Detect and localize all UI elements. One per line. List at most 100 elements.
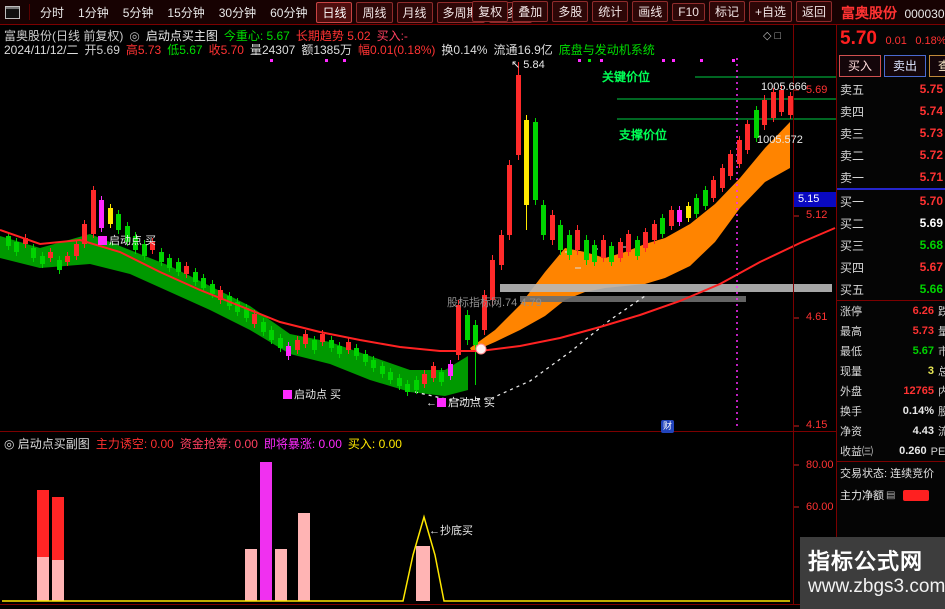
text-span: 低5.67 [167, 43, 203, 57]
main-chart-canvas[interactable] [0, 24, 836, 432]
text-span: 收5.70 [208, 43, 244, 57]
toolbar-period-5[interactable]: 60分钟 [270, 5, 308, 20]
sidebar-divider [837, 300, 945, 301]
buy-button[interactable]: 买入 [839, 55, 882, 77]
high-price-annotation: ↖ 5.84 [511, 59, 545, 71]
orderbook-divider [837, 188, 945, 190]
text-span: 幅0.01(0.18%) [358, 43, 436, 57]
stat-row[interactable]: 净资4.43流通 [840, 425, 945, 438]
toolbar-period-btn-0[interactable]: 日线 [316, 1, 353, 23]
text-span: ◎ [129, 29, 140, 43]
support-level-label: 支撑价位 [619, 128, 668, 142]
text-span: 高5.73 [125, 43, 162, 57]
period-menu: 分时 1分钟 5分钟 15分钟 30分钟 60分钟 日线 周线 月线 多周期 更多> [33, 1, 534, 23]
bid-row[interactable]: 买四 5.67 [840, 260, 943, 275]
toolbar-period-0[interactable]: 分时 [40, 5, 65, 20]
stat-row[interactable]: 外盘12765内盘 [840, 385, 945, 398]
text-span: 长期趋势 5.02 [295, 29, 371, 43]
signal-marker-icon [437, 398, 446, 407]
toolbar-period-4[interactable]: 30分钟 [218, 5, 257, 20]
toolbar-period-btn-2[interactable]: 月线 [396, 1, 433, 23]
sub-chart-header: ◎ 启动点买副图 主力诱空: 0.00 资金抢筹: 0.00 即将暴涨: 0.00 买入… [4, 435, 408, 452]
axis-price-label: 60.00 [806, 501, 834, 513]
toolbar-action-4[interactable]: 画线 [632, 1, 669, 22]
text-span: 流通16.9亿 [493, 43, 553, 57]
sell-button[interactable]: 卖出 [884, 55, 927, 77]
stat-row[interactable]: 最高5.73量比 [840, 325, 945, 338]
sidebar-divider [837, 461, 945, 462]
ask-row[interactable]: 卖二 5.72 [840, 148, 943, 163]
stock-header: 富奥股份 000030 L R [841, 3, 945, 23]
axis-price-label: 5.12 [806, 209, 828, 221]
main-net-row[interactable]: 主力净额 ▤ [837, 484, 945, 506]
text-span: 启动点买主图 [145, 29, 218, 43]
sub-chart-canvas[interactable] [0, 432, 836, 604]
chart-corner-icons[interactable]: ◇ □ [763, 30, 782, 42]
top-toolbar: 分时 1分钟 5分钟 15分钟 30分钟 60分钟 日线 周线 月线 多周期 更多> 复权 叠加 多股统… [0, 0, 945, 25]
ask-row[interactable]: 卖一 5.71 [840, 170, 943, 185]
price-axis-line [793, 24, 794, 604]
text-span: ◎ 启动点买副图 [4, 437, 90, 451]
toolbar-action-0[interactable]: 复权 [472, 1, 509, 22]
toolbar-action-3[interactable]: 统计 [592, 1, 629, 22]
buy-signal-label: ← 启动点 买 [426, 397, 496, 409]
stock-name: 富奥股份 [841, 5, 897, 21]
ask-levels: 卖五 5.75 卖四 5.74 卖三 5.73 卖二 5.72 卖一 5.71 [837, 78, 945, 188]
toolbar-period-btn-1[interactable]: 周线 [356, 1, 393, 23]
text-span: 富奥股份(日线 前复权) [4, 29, 124, 43]
stock-code: 000030 [904, 7, 945, 21]
list-icon: ▤ [886, 489, 896, 501]
stat-row[interactable]: 现量3总量 [840, 365, 945, 378]
ask-row[interactable]: 卖五 5.75 [840, 82, 943, 97]
axis-price-label: 4.15 [806, 419, 828, 431]
window-icon[interactable] [5, 5, 20, 19]
bid-row[interactable]: 买三 5.68 [840, 238, 943, 253]
key-level-label: 关键价位 [602, 70, 651, 84]
toolbar-period-1[interactable]: 1分钟 [78, 5, 109, 20]
bid-row[interactable]: 买一 5.70 [840, 194, 943, 209]
toolbar-action-5[interactable]: F10 [672, 2, 705, 21]
bid-row[interactable]: 买五 5.66 [840, 282, 943, 297]
panel-border-bottom [0, 604, 836, 605]
signal-marker-icon [98, 236, 107, 245]
toolbar-action-7[interactable]: +自选 [748, 1, 792, 22]
main-net-label: 主力净额 [840, 490, 884, 502]
chart-watermark: 股标指标网.74 4.79 [447, 297, 542, 309]
arrow-left-icon: ← [426, 397, 437, 409]
toolbar-action-2[interactable]: 多股 [552, 1, 589, 22]
finance-news-icon[interactable]: 财 [661, 420, 674, 433]
text-span: 换0.14% [441, 43, 488, 57]
key-level-price: 1005.666 [761, 81, 807, 93]
toolbar-action-8[interactable]: 返回 [795, 1, 832, 22]
ask-row[interactable]: 卖三 5.73 [840, 126, 943, 141]
text-span: 今重心: 5.67 [223, 29, 290, 43]
last-price: 5.70 [840, 28, 877, 49]
bid-row[interactable]: 买二 5.69 [840, 216, 943, 231]
quote-price-row: 5.70 0.01 0.18% [837, 24, 945, 54]
toolbar-action-1[interactable]: 叠加 [512, 1, 549, 22]
buy-signal-label: 启动点 买 [283, 386, 341, 402]
text-span: 底盘与发动机系统 [558, 43, 655, 57]
main-net-bar [903, 489, 930, 501]
text-span: 买入: 0.00 [347, 437, 402, 451]
price-change-pct: 0.18% [915, 35, 945, 47]
stat-row[interactable]: 最低5.67市盈 [840, 345, 945, 358]
arrow-left-icon: ← [429, 525, 440, 537]
text-span: 2024/11/12/二 [4, 43, 79, 57]
toolbar-period-2[interactable]: 5分钟 [122, 5, 154, 20]
toolbar-action-6[interactable]: 标记 [708, 1, 745, 22]
stat-row[interactable]: 涨停6.26跌停 [840, 305, 945, 318]
stat-row[interactable]: 换手0.14%股本 [840, 405, 945, 418]
quote-sidebar: 5.70 0.01 0.18% 买入 卖出 查询 卖五5.75 卖四5.74 卖三5… [836, 24, 945, 609]
text-span: 量24307 [249, 43, 296, 57]
price-marker-badge: 5.15 [794, 192, 839, 207]
signal-marker-icon [283, 390, 292, 399]
toolbar-divider [29, 4, 30, 20]
ask-row[interactable]: 卖四 5.74 [840, 104, 943, 119]
text-span: 额1385万 [301, 43, 353, 57]
query-button[interactable]: 查询 [929, 55, 945, 77]
toolbar-period-3[interactable]: 15分钟 [167, 5, 205, 20]
panel-divider[interactable] [0, 431, 836, 432]
chart-info-line2: 2024/11/12/二 开5.69 高5.73 低5.67 收5.70 量24307 额1… [4, 41, 661, 58]
